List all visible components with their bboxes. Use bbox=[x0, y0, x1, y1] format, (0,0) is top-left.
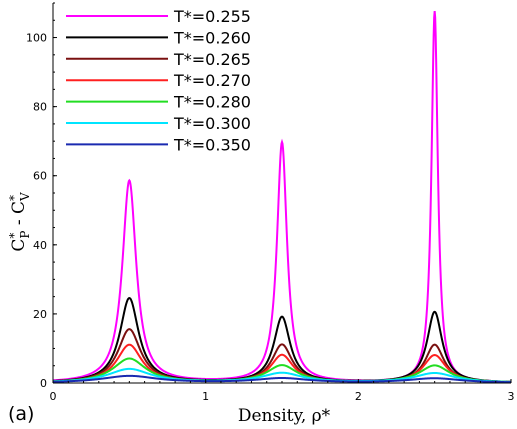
y-tick-label: 20 bbox=[33, 308, 47, 321]
legend-entry: T*=0.300 bbox=[173, 114, 251, 133]
legend: T*=0.255 T*=0.260 T*=0.265 T*=0.270 T*=0.280… bbox=[66, 7, 251, 154]
y-tick-label: 40 bbox=[33, 239, 47, 252]
x-tick-label: 3 bbox=[508, 390, 515, 403]
series-line-3 bbox=[52, 328, 512, 383]
series-line-2 bbox=[52, 296, 512, 383]
legend-entry: T*=0.265 bbox=[173, 50, 251, 69]
x-tick-label: 2 bbox=[355, 390, 362, 403]
y-label-c2: C bbox=[9, 201, 29, 214]
y-tick-label: 0 bbox=[40, 377, 47, 390]
axes: 0 1 2 3 0 20 40 60 80 100 bbox=[26, 2, 515, 403]
x-tick-label: 0 bbox=[50, 390, 57, 403]
y-label-p: P bbox=[18, 231, 32, 239]
plot-area bbox=[52, 11, 512, 384]
legend-entry: T*=0.270 bbox=[173, 71, 251, 90]
series-line-4 bbox=[52, 343, 512, 383]
series-line-5 bbox=[52, 357, 512, 383]
x-axis-label: Density, ρ* bbox=[238, 406, 331, 426]
y-tick-label: 60 bbox=[33, 170, 47, 183]
y-tick-label: 100 bbox=[26, 32, 47, 45]
y-label-star2: * bbox=[7, 195, 21, 201]
x-tick-label: 1 bbox=[202, 390, 209, 403]
y-axis-label: C*P - C*V bbox=[7, 192, 32, 252]
y-label-star1: * bbox=[7, 233, 21, 239]
legend-entry: T*=0.350 bbox=[173, 135, 251, 154]
series-line-1 bbox=[52, 11, 512, 383]
legend-entry: T*=0.260 bbox=[173, 28, 251, 47]
panel-label: (a) bbox=[8, 403, 34, 425]
legend-entry: T*=0.280 bbox=[173, 93, 251, 112]
y-label-c1: C bbox=[9, 239, 29, 252]
y-label-v: V bbox=[18, 192, 32, 202]
series-line-6 bbox=[52, 367, 512, 383]
y-tick-label: 80 bbox=[33, 101, 47, 114]
series-line-7 bbox=[52, 374, 512, 384]
y-label-mid: - bbox=[9, 214, 29, 231]
legend-entry: T*=0.255 bbox=[173, 7, 251, 26]
